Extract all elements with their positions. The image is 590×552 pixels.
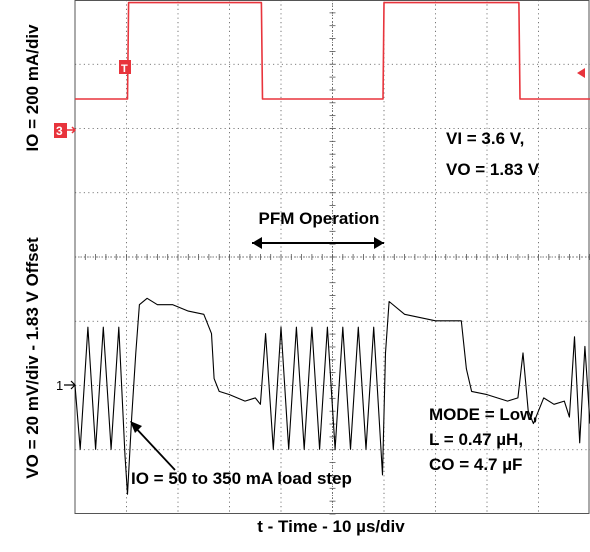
load-step-arrow-icon [130,421,142,433]
load-step-label: IO = 50 to 350 mA load step [131,469,352,488]
grid [74,0,590,515]
mode-label: MODE = Low, [429,405,537,424]
vi-label: VI = 3.6 V, [446,129,524,148]
voltage-trace [74,297,590,495]
ch3-marker-box [54,123,67,138]
co-label: CO = 4.7 µF [429,455,522,474]
trigger-marker-box [119,60,131,74]
ch1-marker: 1 [56,378,63,393]
trigger-marker: T [121,63,128,75]
annotation-arrows [130,237,384,471]
y-axis-label-bottom: VO = 20 mV/div - 1.83 V Offset [23,237,42,479]
pfm-arrow-right-icon [374,237,384,249]
ch1-marker-arrow-icon [64,380,76,390]
l-label: L = 0.47 µH, [429,430,523,449]
x-axis-label: t - Time - 10 µs/div [257,517,405,536]
trigger-level-icon [577,68,585,78]
load-step-arrow-line [132,424,176,471]
ch3-marker-arrow-icon [67,126,77,134]
y-axis-label-top: IO = 200 mA/div [23,24,42,152]
traces [74,1,590,495]
ch3-marker: 3 [56,124,63,138]
pfm-arrow-left-icon [252,237,262,249]
pfm-label: PFM Operation [259,209,380,228]
vo-label: VO = 1.83 V [446,160,540,179]
current-trace [75,1,590,100]
